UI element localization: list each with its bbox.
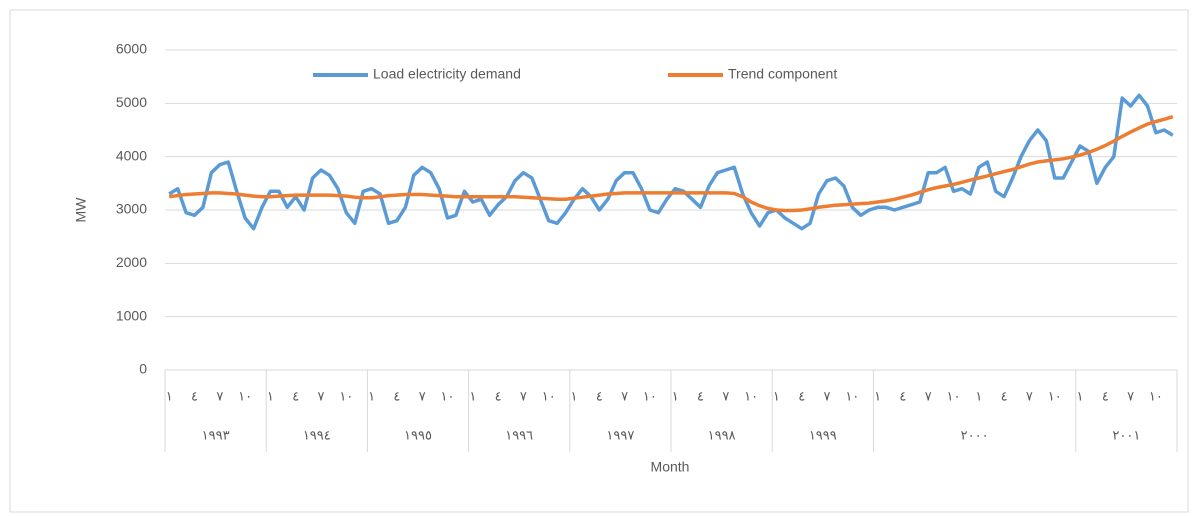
x-tick-label: ١٠ [947,388,961,403]
x-tick-label: ٤ [191,388,198,403]
x-tick-label: ٧ [621,388,628,403]
chart-border [9,9,1189,513]
x-tick-label: ٤ [899,388,906,403]
x-tick-label: ١٠ [1048,388,1062,403]
x-tick-label: ٧ [318,388,325,403]
x-tick-label: ١ [874,388,881,403]
x-tick-label: ١ [773,388,780,403]
legend-label: Trend component [728,66,837,82]
x-group-label: ١٩٩٩ [809,427,837,442]
x-tick-label: ٧ [419,388,426,403]
x-tick-label: ٤ [393,388,400,403]
x-tick-label: ١ [166,388,173,403]
x-group-label: ١٩٩٥ [404,427,432,442]
x-tick-label: ١ [267,388,274,403]
x-tick-label: ١ [975,388,982,403]
y-tick-label: 5000 [116,94,147,110]
y-tick-label: 1000 [116,307,147,323]
y-tick-label: 3000 [116,201,147,217]
x-tick-label: ٧ [1127,388,1134,403]
x-tick-label: ٧ [925,388,932,403]
x-tick-label: ١ [1077,388,1084,403]
x-tick-label: ٤ [596,388,603,403]
x-group-label: ١٩٩٧ [606,427,634,442]
x-tick-label: ١ [672,388,679,403]
x-tick-label: ٧ [1026,388,1033,403]
x-tick-label: ٧ [824,388,831,403]
x-tick-label: ٤ [495,388,502,403]
x-tick-label: ١٠ [238,388,252,403]
x-tick-label: ٤ [1001,388,1008,403]
x-group-label: ٢٠٠٠ [961,427,989,442]
x-group-label: ١٩٩٨ [708,427,736,442]
x-tick-label: ١٠ [845,388,859,403]
x-tick-label: ٧ [216,388,223,403]
x-tick-label: ٤ [697,388,704,403]
x-tick-label: ١٠ [744,388,758,403]
y-axis-title: MW [73,197,89,223]
x-tick-label: ١٠ [643,388,657,403]
x-tick-label: ١ [469,388,476,403]
x-group-label: ٢٠٠١ [1112,427,1140,442]
legend-label: Load electricity demand [373,66,521,82]
x-axis-title: Month [651,459,690,475]
x-tick-label: ١٠ [1149,388,1163,403]
y-tick-label: 4000 [116,147,147,163]
series-line [168,115,1174,213]
y-tick-label: 0 [139,361,147,377]
x-tick-label: ١٠ [441,388,455,403]
x-tick-label: ٧ [722,388,729,403]
x-tick-label: ٤ [292,388,299,403]
x-group-label: ١٩٩٣ [202,427,230,442]
x-group-label: ١٩٩٦ [505,427,533,442]
y-tick-label: 2000 [116,254,147,270]
x-tick-label: ١ [571,388,578,403]
x-tick-label: ١ [368,388,375,403]
x-tick-label: ٧ [520,388,527,403]
y-tick-label: 6000 [116,41,147,57]
x-tick-label: ١٠ [542,388,556,403]
x-tick-label: ٤ [798,388,805,403]
x-tick-label: ٤ [1102,388,1109,403]
x-group-label: ١٩٩٤ [303,427,331,442]
x-tick-label: ١٠ [339,388,353,403]
